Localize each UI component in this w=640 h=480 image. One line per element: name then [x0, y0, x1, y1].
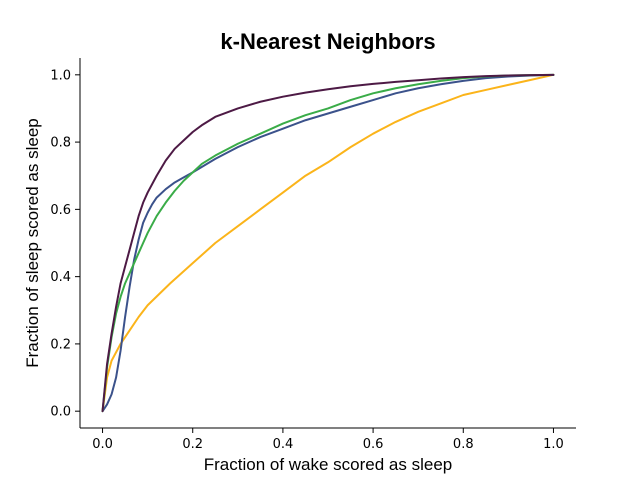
y-axis-label: Fraction of sleep scored as sleep — [23, 118, 42, 367]
y-tick-label: 1.0 — [50, 68, 71, 83]
x-tick-label: 0.6 — [363, 437, 384, 452]
roc-curve-4 — [101, 73, 555, 413]
y-tick-label: 0.0 — [50, 405, 71, 420]
x-tick-label: 0.4 — [273, 437, 294, 452]
x-tick-label: 0.0 — [92, 437, 113, 452]
chart-title: k-Nearest Neighbors — [220, 29, 435, 54]
x-tick-label: 0.2 — [182, 437, 203, 452]
y-tick-label: 0.2 — [50, 337, 71, 352]
x-tick-label: 0.8 — [453, 437, 474, 452]
y-axis-ticks: 0.0 0.2 0.4 0.6 0.8 1.0 — [50, 68, 80, 420]
roc-curve-1 — [101, 73, 555, 413]
roc-curve-2 — [101, 73, 555, 413]
curves-layer — [101, 73, 555, 413]
plot-area: 0.0 0.2 0.4 0.6 0.8 1.0 0.0 0.2 0.4 0.6 0.8 1.0 — [50, 58, 576, 452]
x-axis-label: Fraction of wake scored as sleep — [204, 455, 453, 474]
roc-curve-3 — [101, 73, 555, 413]
y-tick-label: 0.8 — [50, 136, 71, 151]
x-axis-ticks: 0.0 0.2 0.4 0.6 0.8 1.0 — [92, 428, 564, 452]
y-tick-label: 0.4 — [50, 270, 71, 285]
y-tick-label: 0.6 — [50, 203, 71, 218]
x-tick-label: 1.0 — [543, 437, 564, 452]
